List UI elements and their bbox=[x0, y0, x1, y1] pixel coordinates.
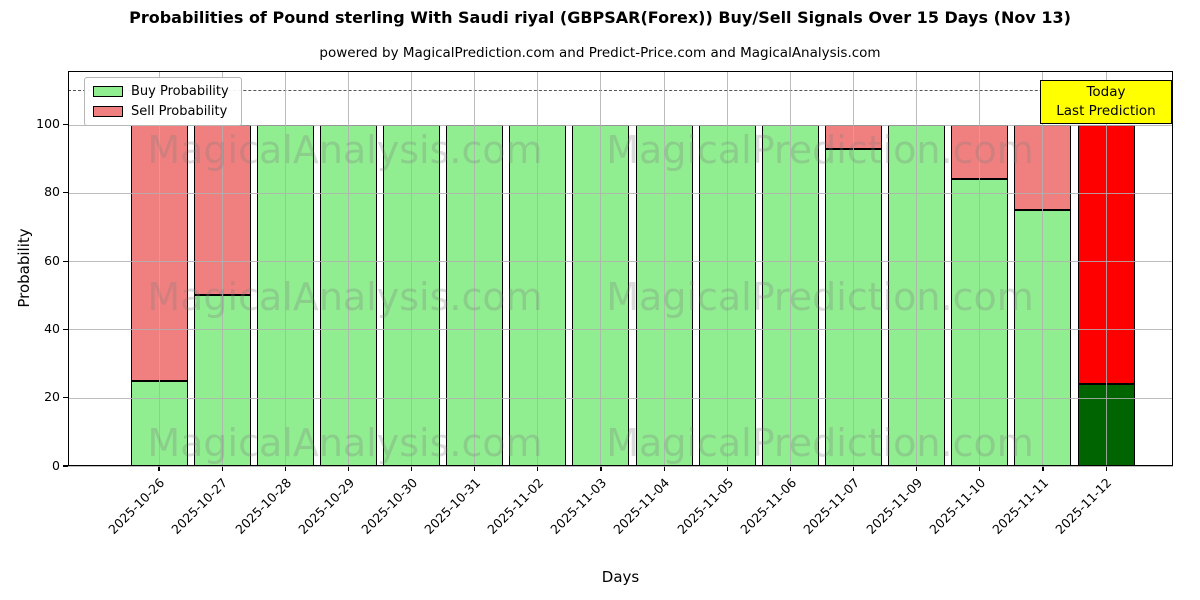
x-gridline bbox=[284, 71, 286, 466]
y-gridline bbox=[68, 261, 1173, 263]
watermark-text: MagicalPrediction.com bbox=[606, 421, 1034, 465]
watermark-text: MagicalAnalysis.com bbox=[147, 128, 543, 172]
x-tick-mark bbox=[600, 466, 602, 471]
sell-swatch-icon bbox=[93, 106, 123, 117]
x-tick-mark bbox=[158, 466, 160, 471]
y-tick-label: 80 bbox=[44, 184, 60, 200]
x-tick-mark bbox=[221, 466, 223, 471]
x-gridline bbox=[158, 71, 160, 466]
x-gridline bbox=[979, 71, 981, 466]
x-tick-mark bbox=[347, 466, 349, 471]
y-gridline bbox=[68, 466, 1173, 467]
y-gridline bbox=[68, 124, 1173, 126]
chart-title: Probabilities of Pound sterling With Sau… bbox=[129, 8, 1071, 27]
legend-label-buy: Buy Probability bbox=[131, 84, 229, 99]
legend-item-buy: Buy Probability bbox=[93, 84, 229, 99]
y-gridline bbox=[68, 329, 1173, 331]
watermark-text: MagicalAnalysis.com bbox=[147, 421, 543, 465]
x-gridline bbox=[916, 71, 918, 466]
y-gridline bbox=[68, 397, 1173, 399]
y-tick-mark bbox=[63, 465, 68, 467]
x-gridline bbox=[537, 71, 539, 466]
y-tick-label: 0 bbox=[52, 457, 60, 473]
buy-swatch-icon bbox=[93, 86, 123, 97]
x-tick-mark bbox=[663, 466, 665, 471]
watermark-text: MagicalPrediction.com bbox=[606, 128, 1034, 172]
x-tick-mark bbox=[410, 466, 413, 471]
x-gridline bbox=[1105, 71, 1107, 466]
x-gridline bbox=[1042, 71, 1044, 466]
annotation-line-1: Today bbox=[1086, 84, 1126, 100]
y-tick-mark bbox=[63, 328, 68, 331]
y-tick-mark bbox=[63, 123, 68, 126]
annotation-line-2: Last Prediction bbox=[1056, 102, 1156, 119]
x-tick-mark bbox=[916, 466, 918, 471]
x-tick-mark bbox=[726, 466, 728, 471]
legend-item-sell: Sell Probability bbox=[93, 104, 229, 119]
chart-subtitle: powered by MagicalPrediction.com and Pre… bbox=[319, 45, 881, 61]
x-tick-mark bbox=[1042, 466, 1044, 471]
x-tick-mark bbox=[537, 466, 539, 471]
watermark-text: MagicalPrediction.com bbox=[606, 275, 1034, 319]
y-tick-label: 60 bbox=[44, 252, 60, 268]
x-axis-label: Days bbox=[601, 568, 640, 586]
y-gridline bbox=[68, 192, 1173, 194]
x-gridline bbox=[411, 71, 413, 466]
x-gridline bbox=[726, 71, 728, 466]
x-tick-mark bbox=[979, 466, 981, 471]
plot-area: Buy Probability Sell Probability Today L… bbox=[68, 71, 1173, 467]
legend: Buy Probability Sell Probability bbox=[84, 77, 242, 126]
x-gridline bbox=[474, 71, 476, 466]
legend-label-sell: Sell Probability bbox=[131, 104, 228, 119]
x-gridline bbox=[789, 71, 791, 466]
x-gridline bbox=[347, 71, 349, 466]
y-tick-mark bbox=[63, 260, 68, 262]
x-gridline bbox=[600, 71, 602, 466]
x-tick-mark bbox=[852, 466, 855, 471]
x-tick-mark bbox=[1105, 466, 1107, 471]
x-gridline bbox=[853, 71, 855, 466]
x-gridline bbox=[663, 71, 665, 466]
threshold-dashed-line bbox=[68, 90, 1173, 92]
x-gridline bbox=[221, 71, 223, 466]
x-tick-mark bbox=[284, 466, 286, 471]
watermark-text: MagicalAnalysis.com bbox=[147, 275, 543, 319]
y-tick-label: 100 bbox=[36, 116, 60, 132]
y-tick-label: 20 bbox=[44, 389, 60, 405]
y-tick-label: 40 bbox=[44, 320, 60, 336]
x-tick-mark bbox=[789, 466, 791, 471]
y-tick-mark bbox=[63, 192, 68, 194]
y-tick-mark bbox=[63, 397, 68, 399]
x-tick-mark bbox=[474, 466, 476, 471]
today-annotation-box: Today Last Prediction bbox=[1040, 80, 1172, 124]
